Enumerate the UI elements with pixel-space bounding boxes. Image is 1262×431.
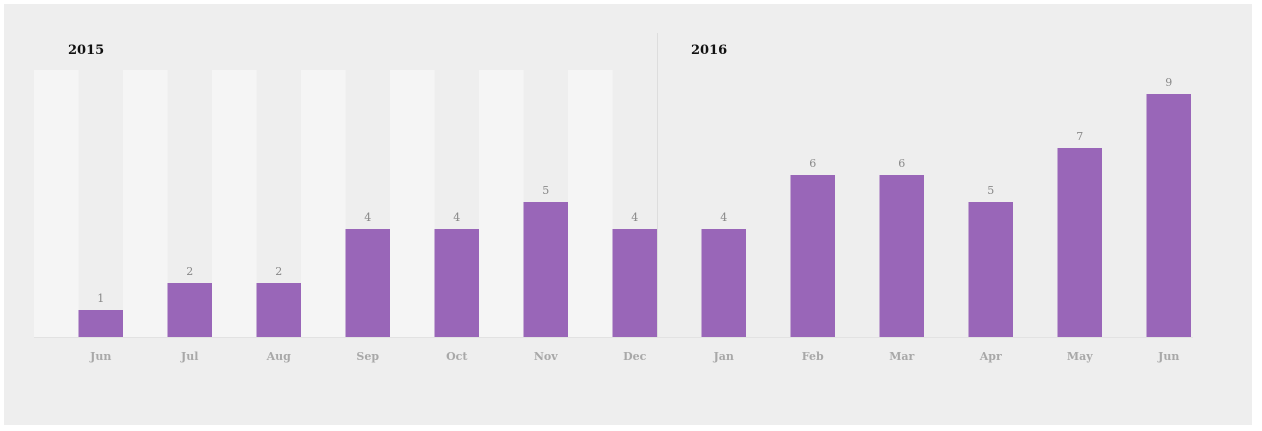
value-label: 5 [987, 184, 994, 197]
bar [1146, 94, 1191, 337]
value-label: 4 [453, 211, 460, 224]
year-group-header [34, 33, 657, 70]
x-tick-label: Nov [534, 350, 558, 363]
value-label: 9 [1165, 76, 1172, 89]
bar [78, 310, 123, 337]
year-label: 2016 [691, 43, 727, 58]
highlight-gap [78, 70, 123, 337]
value-label: 6 [898, 157, 905, 170]
bar [434, 229, 479, 337]
x-tick-label: Jul [180, 350, 198, 363]
value-label: 2 [186, 265, 193, 278]
bar-series [78, 94, 1191, 337]
value-label: 7 [1076, 130, 1083, 143]
value-label: 4 [720, 211, 727, 224]
bar [167, 283, 212, 337]
x-axis-ticks: Jun Jul Aug Sep Oct Nov Dec Jan Feb Mar Apr May Jun [34, 337, 1193, 363]
value-label: 4 [631, 211, 638, 224]
x-tick-label: Jun [89, 350, 111, 363]
x-tick-label: Oct [446, 350, 468, 363]
value-label: 6 [809, 157, 816, 170]
x-tick-label: Aug [266, 350, 292, 363]
x-tick-label: Sep [356, 350, 379, 363]
value-labels: 1 2 2 4 4 5 4 4 6 6 5 7 9 [97, 76, 1172, 305]
x-tick-label: Jan [713, 350, 734, 363]
value-label: 4 [364, 211, 371, 224]
x-tick-label: Dec [623, 350, 647, 363]
value-label: 1 [97, 292, 104, 305]
x-tick-label: May [1067, 350, 1093, 363]
year-label: 2015 [68, 43, 104, 58]
value-label: 2 [275, 265, 282, 278]
bar [523, 202, 568, 337]
x-tick-label: Feb [802, 350, 824, 363]
bar [968, 202, 1013, 337]
x-tick-label: Jun [1157, 350, 1179, 363]
bar [701, 229, 746, 337]
year-groups: 2015 2016 [68, 33, 727, 337]
value-label: 5 [542, 184, 549, 197]
x-tick-label: Apr [979, 350, 1002, 363]
bar [1057, 148, 1102, 337]
x-tick-label: Mar [889, 350, 914, 363]
bar [345, 229, 390, 337]
bar [879, 175, 924, 337]
bar [612, 229, 657, 337]
bar [790, 175, 835, 337]
bar [256, 283, 301, 337]
